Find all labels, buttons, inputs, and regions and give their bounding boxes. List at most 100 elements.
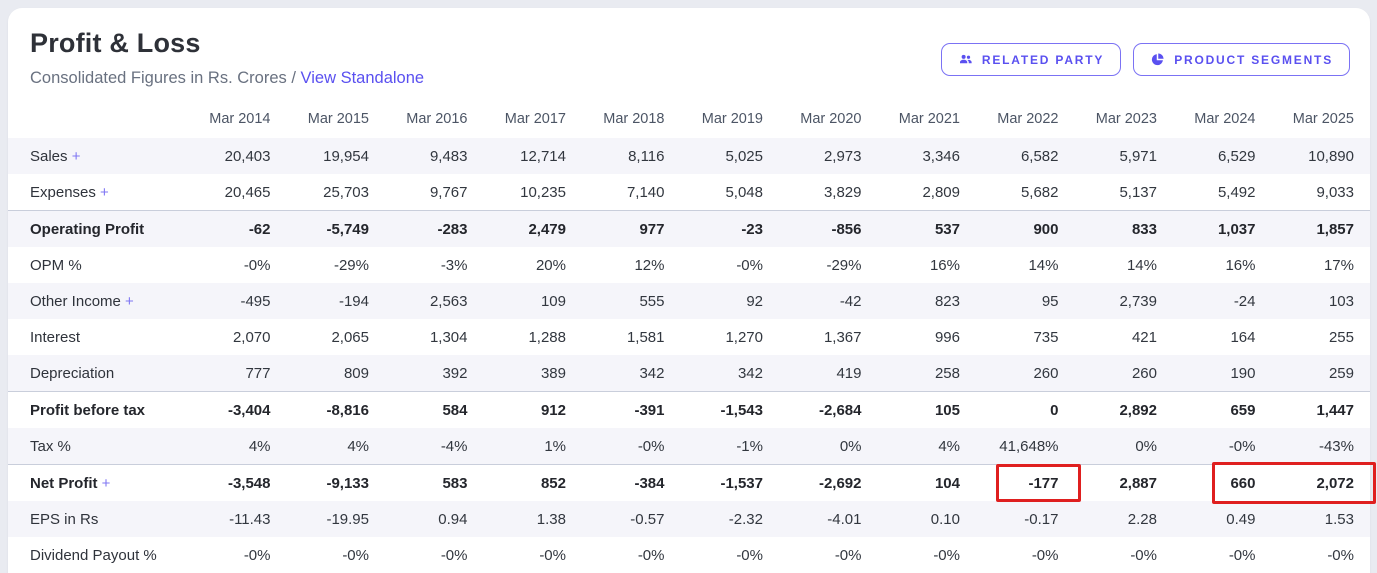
row-label-net-profit[interactable]: Net Profit + (8, 465, 188, 502)
cell-eps-in-rs-mar-2020: -4.01 (827, 510, 862, 528)
cell-opm-mar-2024: 16% (1225, 256, 1256, 274)
row-label-text: Operating Profit (30, 220, 145, 238)
cell-net-profit-mar-2016: 583 (442, 474, 468, 492)
cell-depreciation-mar-2025: 259 (1328, 364, 1354, 382)
table-row-sales: Sales +20,403 19,954 9,483 12,714 8,116 5,025… (8, 138, 1370, 174)
cell-depreciation-mar-2022: 260 (1033, 364, 1059, 382)
cell-opm-mar-2023: 14% (1126, 256, 1157, 274)
cell-other-income-mar-2014: -495 (240, 292, 271, 310)
row-label-text: Depreciation (30, 364, 115, 382)
product-segments-button[interactable]: PRODUCT SEGMENTS (1133, 43, 1350, 76)
cell-profit-before-tax-mar-2014: -3,404 (227, 401, 271, 419)
cell-profit-before-tax-mar-2015: -8,816 (326, 401, 369, 419)
cell-interest-mar-2022: 735 (1033, 328, 1059, 346)
cell-tax-mar-2019: -1% (736, 437, 763, 455)
cell-net-profit-mar-2019: -1,537 (720, 474, 763, 492)
cell-operating-profit-mar-2025: 1,857 (1316, 220, 1354, 238)
cell-depreciation-mar-2017: 389 (540, 364, 566, 382)
cell-profit-before-tax-mar-2021: 105 (934, 401, 960, 419)
cell-other-income-mar-2020: -42 (839, 292, 862, 310)
cell-interest-mar-2016: 1,304 (429, 328, 468, 346)
cell-eps-in-rs-mar-2022: -0.17 (1024, 510, 1059, 528)
cell-operating-profit-mar-2020: -856 (831, 220, 862, 238)
table-row-depreciation: Depreciation 777 809 392 389 342 342 419 258 260 2… (8, 355, 1370, 392)
column-header-mar-2016: Mar 2016 (406, 111, 468, 127)
cell-tax-mar-2018: -0% (637, 437, 665, 455)
cell-expenses-mar-2019: 5,048 (725, 183, 763, 201)
expand-plus-icon[interactable]: + (100, 183, 109, 201)
cell-opm-mar-2019: -0% (736, 256, 763, 274)
header-text-block: Profit & Loss Consolidated Figures in Rs… (30, 28, 424, 88)
column-header-mar-2018: Mar 2018 (603, 111, 665, 127)
cell-opm-mar-2020: -29% (826, 256, 862, 274)
cell-net-profit-mar-2023: 2,887 (1119, 474, 1157, 492)
cell-eps-in-rs-mar-2025: 1.53 (1324, 510, 1354, 528)
cell-other-income-mar-2018: 555 (639, 292, 665, 310)
cell-net-profit-mar-2018: -384 (634, 474, 665, 492)
cell-expenses-mar-2016: 9,767 (429, 183, 468, 201)
cell-tax-mar-2020: 0% (839, 437, 862, 455)
related-party-button[interactable]: RELATED PARTY (940, 43, 1122, 76)
row-label-text: EPS in Rs (30, 510, 99, 528)
row-label-sales[interactable]: Sales + (8, 138, 188, 174)
cell-tax-mar-2024: -0% (1228, 437, 1256, 455)
cell-opm-mar-2025: 17% (1323, 256, 1354, 274)
cell-opm-mar-2017: 20% (535, 256, 566, 274)
expand-plus-icon[interactable]: + (125, 292, 134, 310)
row-label-operating-profit: Operating Profit (8, 211, 188, 248)
cell-eps-in-rs-mar-2016: 0.94 (438, 510, 468, 528)
column-header-mar-2025: Mar 2025 (1292, 111, 1354, 127)
cell-eps-in-rs-mar-2019: -2.32 (728, 510, 763, 528)
cell-profit-before-tax-mar-2020: -2,684 (818, 401, 862, 419)
cell-expenses-mar-2023: 5,137 (1119, 183, 1157, 201)
corner-cell (8, 100, 188, 138)
product-segments-label: PRODUCT SEGMENTS (1174, 52, 1333, 67)
cell-sales-mar-2023: 5,971 (1119, 147, 1157, 165)
table-row-other-income: Other Income + -495 -194 2,563 109 555 92 -42 82… (8, 283, 1370, 319)
cell-eps-in-rs-mar-2021: 0.10 (930, 510, 960, 528)
cell-opm-mar-2022: 14% (1028, 256, 1059, 274)
cell-other-income-mar-2024: -24 (1233, 292, 1256, 310)
cell-profit-before-tax-mar-2018: -391 (634, 401, 665, 419)
cell-net-profit-mar-2015: -9,133 (326, 474, 369, 492)
cell-depreciation-mar-2019: 342 (737, 364, 763, 382)
table-row-operating-profit: Operating Profit -62 -5,749 -283 2,479 977 -23… (8, 210, 1370, 248)
cell-depreciation-mar-2023: 260 (1131, 364, 1157, 382)
row-label-text: Net Profit (30, 474, 98, 492)
cell-expenses-mar-2021: 2,809 (922, 183, 960, 201)
column-header-mar-2022: Mar 2022 (997, 111, 1059, 127)
cell-sales-mar-2016: 9,483 (429, 147, 468, 165)
cell-net-profit-mar-2024: 660 (1230, 474, 1256, 492)
cell-tax-mar-2015: 4% (347, 437, 369, 455)
cell-depreciation-mar-2016: 392 (442, 364, 468, 382)
cell-dividend-payout-mar-2014: -0% (243, 546, 271, 564)
profit-loss-table: Mar 2014 Mar 2015 Mar 2016 Mar 2017 Mar 2018… (8, 100, 1370, 573)
pie-chart-icon (1150, 52, 1165, 67)
column-header-mar-2020: Mar 2020 (800, 111, 862, 127)
cell-interest-mar-2014: 2,070 (232, 328, 271, 346)
expand-plus-icon[interactable]: + (71, 147, 81, 165)
cell-eps-in-rs-mar-2024: 0.49 (1226, 510, 1256, 528)
cell-tax-mar-2025: -43% (1318, 437, 1354, 455)
view-standalone-link[interactable]: View Standalone (300, 69, 425, 87)
row-label-expenses[interactable]: Expenses + (8, 174, 188, 211)
row-label-eps-in-rs: EPS in Rs (8, 501, 188, 537)
row-label-other-income[interactable]: Other Income + (8, 283, 188, 319)
cell-opm-mar-2021: 16% (929, 256, 960, 274)
cell-sales-mar-2020: 2,973 (823, 147, 862, 165)
cell-profit-before-tax-mar-2017: 912 (540, 401, 566, 419)
row-label-opm: OPM % (8, 247, 188, 283)
cell-dividend-payout-mar-2024: -0% (1228, 546, 1256, 564)
column-header-row: Mar 2014 Mar 2015 Mar 2016 Mar 2017 Mar 2018… (8, 100, 1370, 138)
expand-plus-icon[interactable]: + (101, 474, 111, 492)
users-icon (958, 52, 973, 67)
cell-tax-mar-2014: 4% (248, 437, 271, 455)
cell-operating-profit-mar-2019: -23 (741, 220, 763, 238)
cell-depreciation-mar-2018: 342 (639, 364, 665, 382)
cell-dividend-payout-mar-2017: -0% (539, 546, 566, 564)
table-row-dividend-payout: Dividend Payout % -0% -0% -0% -0% -0% -0% -0% -0… (8, 537, 1370, 573)
row-label-text: Expenses (30, 183, 96, 201)
cell-other-income-mar-2019: 92 (746, 292, 763, 310)
cell-expenses-mar-2024: 5,492 (1217, 183, 1256, 201)
cell-operating-profit-mar-2018: 977 (639, 220, 665, 238)
